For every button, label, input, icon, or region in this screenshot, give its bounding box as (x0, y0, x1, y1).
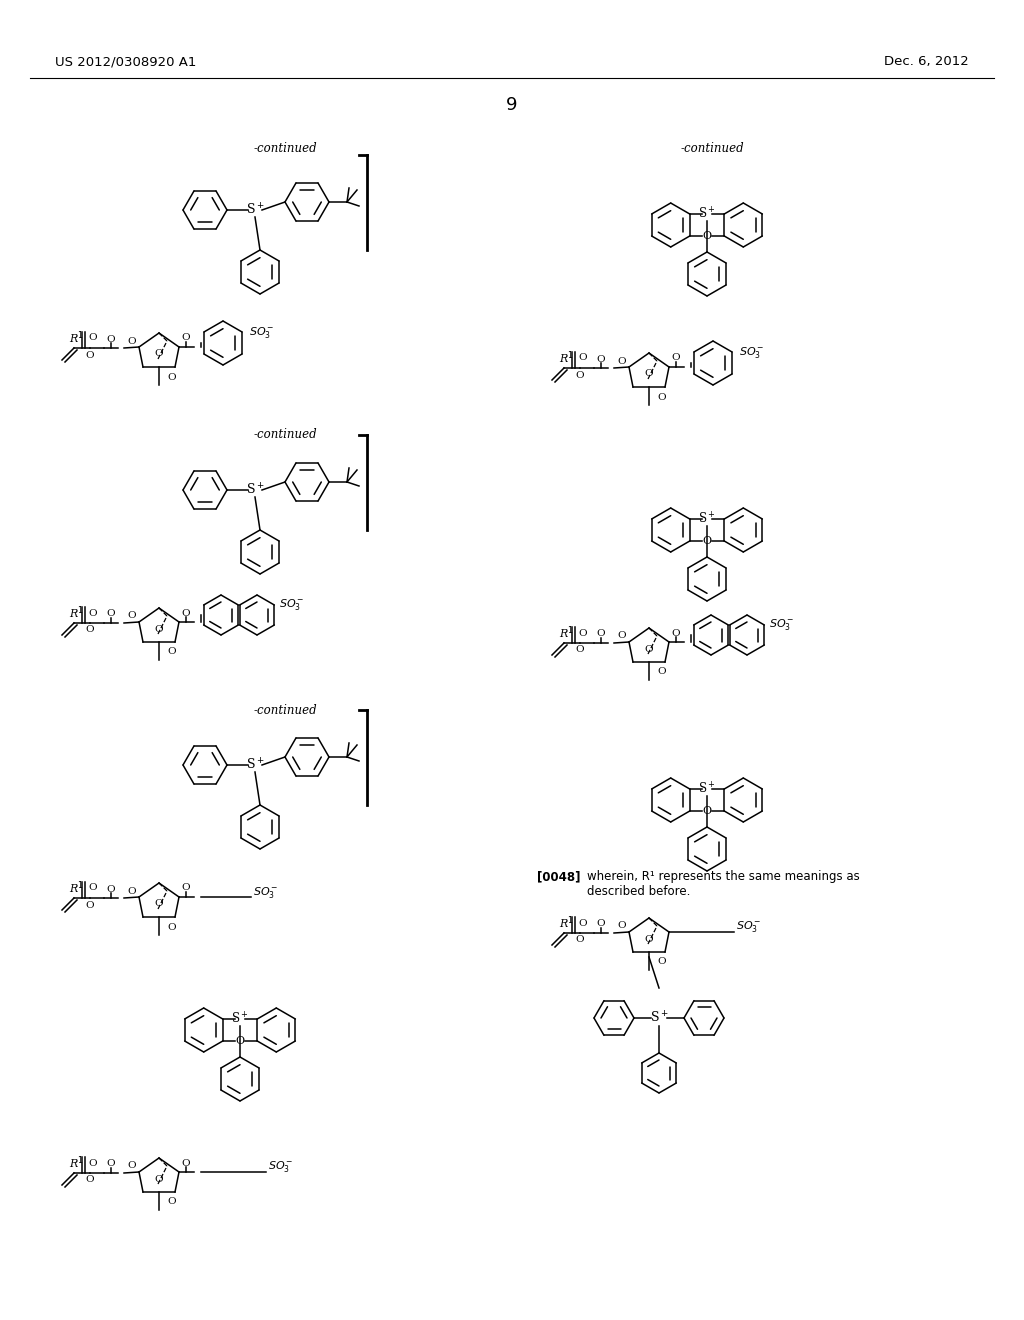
Text: R$^1$: R$^1$ (558, 915, 573, 932)
Text: -continued: -continued (253, 141, 316, 154)
Text: O: O (645, 644, 653, 653)
Text: O: O (88, 334, 96, 342)
Text: -continued: -continued (680, 141, 743, 154)
Text: O: O (702, 807, 712, 816)
Text: US 2012/0308920 A1: US 2012/0308920 A1 (55, 55, 197, 69)
Text: O: O (106, 884, 116, 894)
Text: O: O (88, 883, 96, 892)
Text: -continued: -continued (253, 704, 316, 717)
Text: O: O (155, 624, 163, 634)
Text: O: O (575, 645, 585, 655)
Text: O: O (167, 923, 176, 932)
Text: O: O (181, 1159, 190, 1167)
Text: SO$_3^-$: SO$_3^-$ (736, 920, 761, 935)
Text: S$^+$: S$^+$ (246, 758, 264, 772)
Text: O: O (645, 935, 653, 944)
Text: R$^1$: R$^1$ (558, 624, 573, 642)
Text: O: O (597, 630, 605, 639)
Text: R$^1$: R$^1$ (69, 605, 83, 622)
Text: wherein, R¹ represents the same meanings as
described before.: wherein, R¹ represents the same meanings… (587, 870, 860, 898)
Text: SO$_3^-$: SO$_3^-$ (249, 326, 274, 341)
Text: O: O (702, 536, 712, 546)
Text: R$^1$: R$^1$ (69, 879, 83, 896)
Text: O: O (155, 899, 163, 908)
Text: O: O (127, 337, 135, 346)
Text: SO$_3^-$: SO$_3^-$ (739, 346, 764, 360)
Text: S$^+$: S$^+$ (698, 206, 716, 222)
Text: O: O (617, 356, 626, 366)
Text: O: O (236, 1036, 245, 1045)
Text: S$^+$: S$^+$ (231, 1011, 249, 1027)
Text: O: O (657, 957, 666, 966)
Text: O: O (672, 628, 680, 638)
Text: O: O (86, 351, 94, 359)
Text: R$^1$: R$^1$ (558, 350, 573, 366)
Text: O: O (86, 900, 94, 909)
Text: O: O (181, 609, 190, 618)
Text: -continued: -continued (253, 429, 316, 441)
Text: O: O (597, 355, 605, 363)
Text: O: O (106, 334, 116, 343)
Text: O: O (155, 1175, 163, 1184)
Text: O: O (88, 1159, 96, 1167)
Text: SO$_3^-$: SO$_3^-$ (253, 884, 279, 899)
Text: O: O (167, 1197, 176, 1206)
Text: O: O (578, 354, 587, 363)
Text: O: O (155, 350, 163, 359)
Text: O: O (657, 392, 666, 401)
Text: O: O (167, 372, 176, 381)
Text: O: O (127, 1162, 135, 1171)
Text: R$^1$: R$^1$ (69, 1155, 83, 1171)
Text: O: O (597, 920, 605, 928)
Text: O: O (167, 648, 176, 656)
Text: R$^1$: R$^1$ (69, 330, 83, 346)
Text: O: O (578, 919, 587, 928)
Text: O: O (575, 371, 585, 380)
Text: O: O (578, 628, 587, 638)
Text: O: O (86, 1176, 94, 1184)
Text: O: O (617, 631, 626, 640)
Text: O: O (181, 883, 190, 892)
Text: S$^+$: S$^+$ (246, 202, 264, 218)
Text: SO$_3^-$: SO$_3^-$ (279, 598, 304, 612)
Text: SO$_3^-$: SO$_3^-$ (769, 618, 794, 632)
Text: O: O (617, 921, 626, 931)
Text: O: O (702, 231, 712, 242)
Text: 9: 9 (506, 96, 518, 114)
Text: O: O (86, 626, 94, 635)
Text: [0048]: [0048] (537, 870, 581, 883)
Text: O: O (672, 354, 680, 363)
Text: S$^+$: S$^+$ (698, 781, 716, 797)
Text: O: O (181, 334, 190, 342)
Text: S$^+$: S$^+$ (246, 482, 264, 498)
Text: O: O (127, 611, 135, 620)
Text: O: O (106, 1159, 116, 1168)
Text: O: O (88, 609, 96, 618)
Text: SO$_3^-$: SO$_3^-$ (268, 1159, 293, 1175)
Text: S$^+$: S$^+$ (698, 511, 716, 527)
Text: O: O (106, 610, 116, 619)
Text: S$^+$: S$^+$ (649, 1010, 669, 1026)
Text: O: O (645, 370, 653, 379)
Text: O: O (127, 887, 135, 895)
Text: O: O (657, 668, 666, 676)
Text: Dec. 6, 2012: Dec. 6, 2012 (885, 55, 969, 69)
Text: O: O (575, 936, 585, 945)
